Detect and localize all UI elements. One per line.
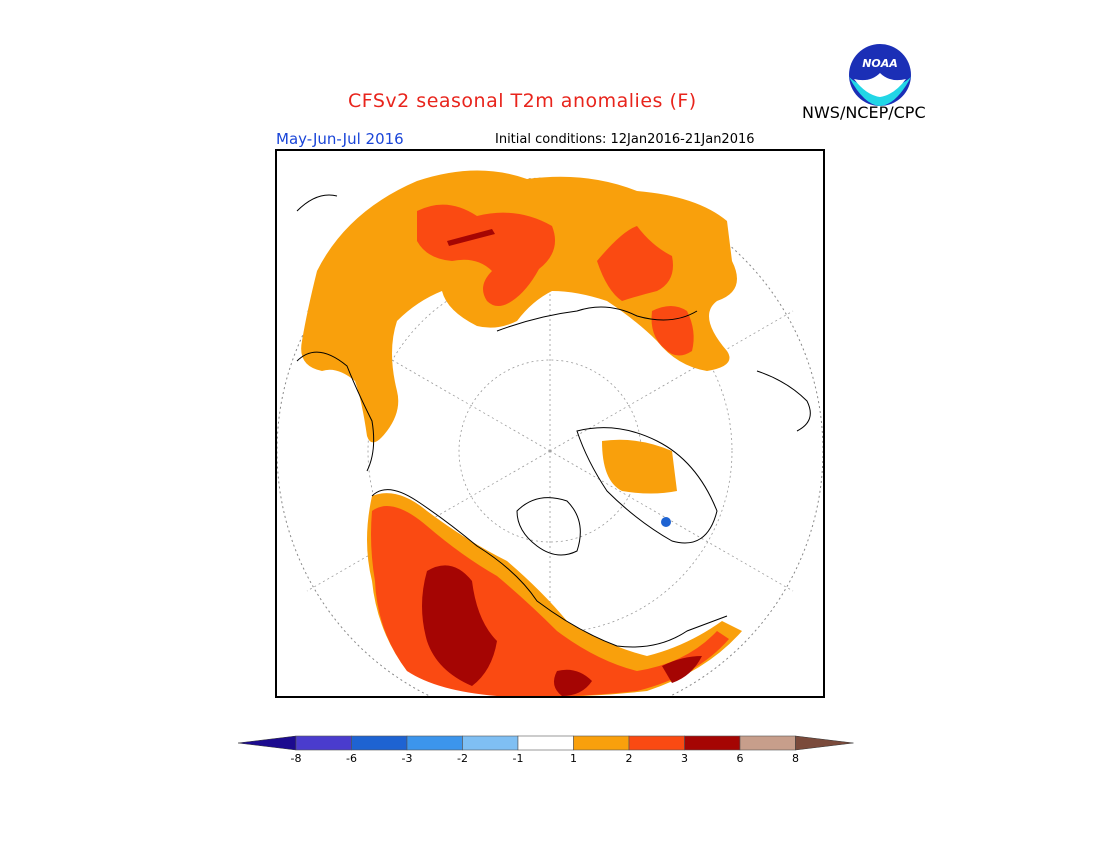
colorbar-tick-label: 6	[736, 752, 744, 765]
polar-map	[277, 170, 823, 696]
colorbar	[238, 735, 854, 751]
initial-conditions-label: Initial conditions: 12Jan2016-21Jan2016	[495, 132, 755, 147]
anomaly-extreme-east-canada	[662, 656, 702, 683]
coastlines	[296, 194, 811, 648]
colorbar-tick-label: -1	[512, 752, 524, 765]
colorbar-tick-label: 1	[570, 752, 577, 765]
colorbar-bin	[739, 735, 796, 751]
colorbar-bin	[573, 735, 630, 751]
anomaly-streak	[447, 229, 495, 246]
anomaly-extreme-north-america	[422, 565, 497, 686]
map-panel	[275, 149, 825, 698]
anomaly-region-greenland-patch	[602, 439, 677, 494]
colorbar-low-end	[238, 735, 297, 751]
colorbar-bin	[517, 735, 574, 751]
cool-anomaly-spot	[661, 517, 671, 527]
colorbar-tick-label: -2	[457, 752, 468, 765]
anomaly-core-east-asia	[597, 226, 673, 301]
colorbar-bin	[351, 735, 408, 751]
anomaly-extreme-great-lakes	[553, 669, 592, 696]
map-title: CFSv2 seasonal T2m anomalies (F)	[348, 90, 697, 112]
colorbar-high-end	[795, 735, 854, 751]
colorbar-tick-label: -6	[346, 752, 357, 765]
colorbar-bin	[462, 735, 519, 751]
colorbar-tick-label: 8	[792, 752, 799, 765]
colorbar-tick-label: 3	[681, 752, 688, 765]
colorbar-tick-label: -8	[290, 752, 302, 765]
svg-text:NOAA: NOAA	[862, 57, 898, 70]
anomaly-core-europe	[651, 306, 694, 356]
colorbar-bin	[295, 735, 352, 751]
colorbar-tick-label: -3	[401, 752, 413, 765]
anomaly-core-siberia	[417, 204, 556, 306]
season-label: May-Jun-Jul 2016	[276, 130, 404, 148]
agency-label: NWS/NCEP/CPC	[802, 103, 926, 122]
colorbar-bin	[628, 735, 685, 751]
colorbar-bin	[684, 735, 741, 751]
colorbar-bin	[406, 735, 463, 751]
noaa-logo: NOAA	[849, 44, 911, 106]
colorbar-tick-label: 2	[625, 752, 633, 765]
